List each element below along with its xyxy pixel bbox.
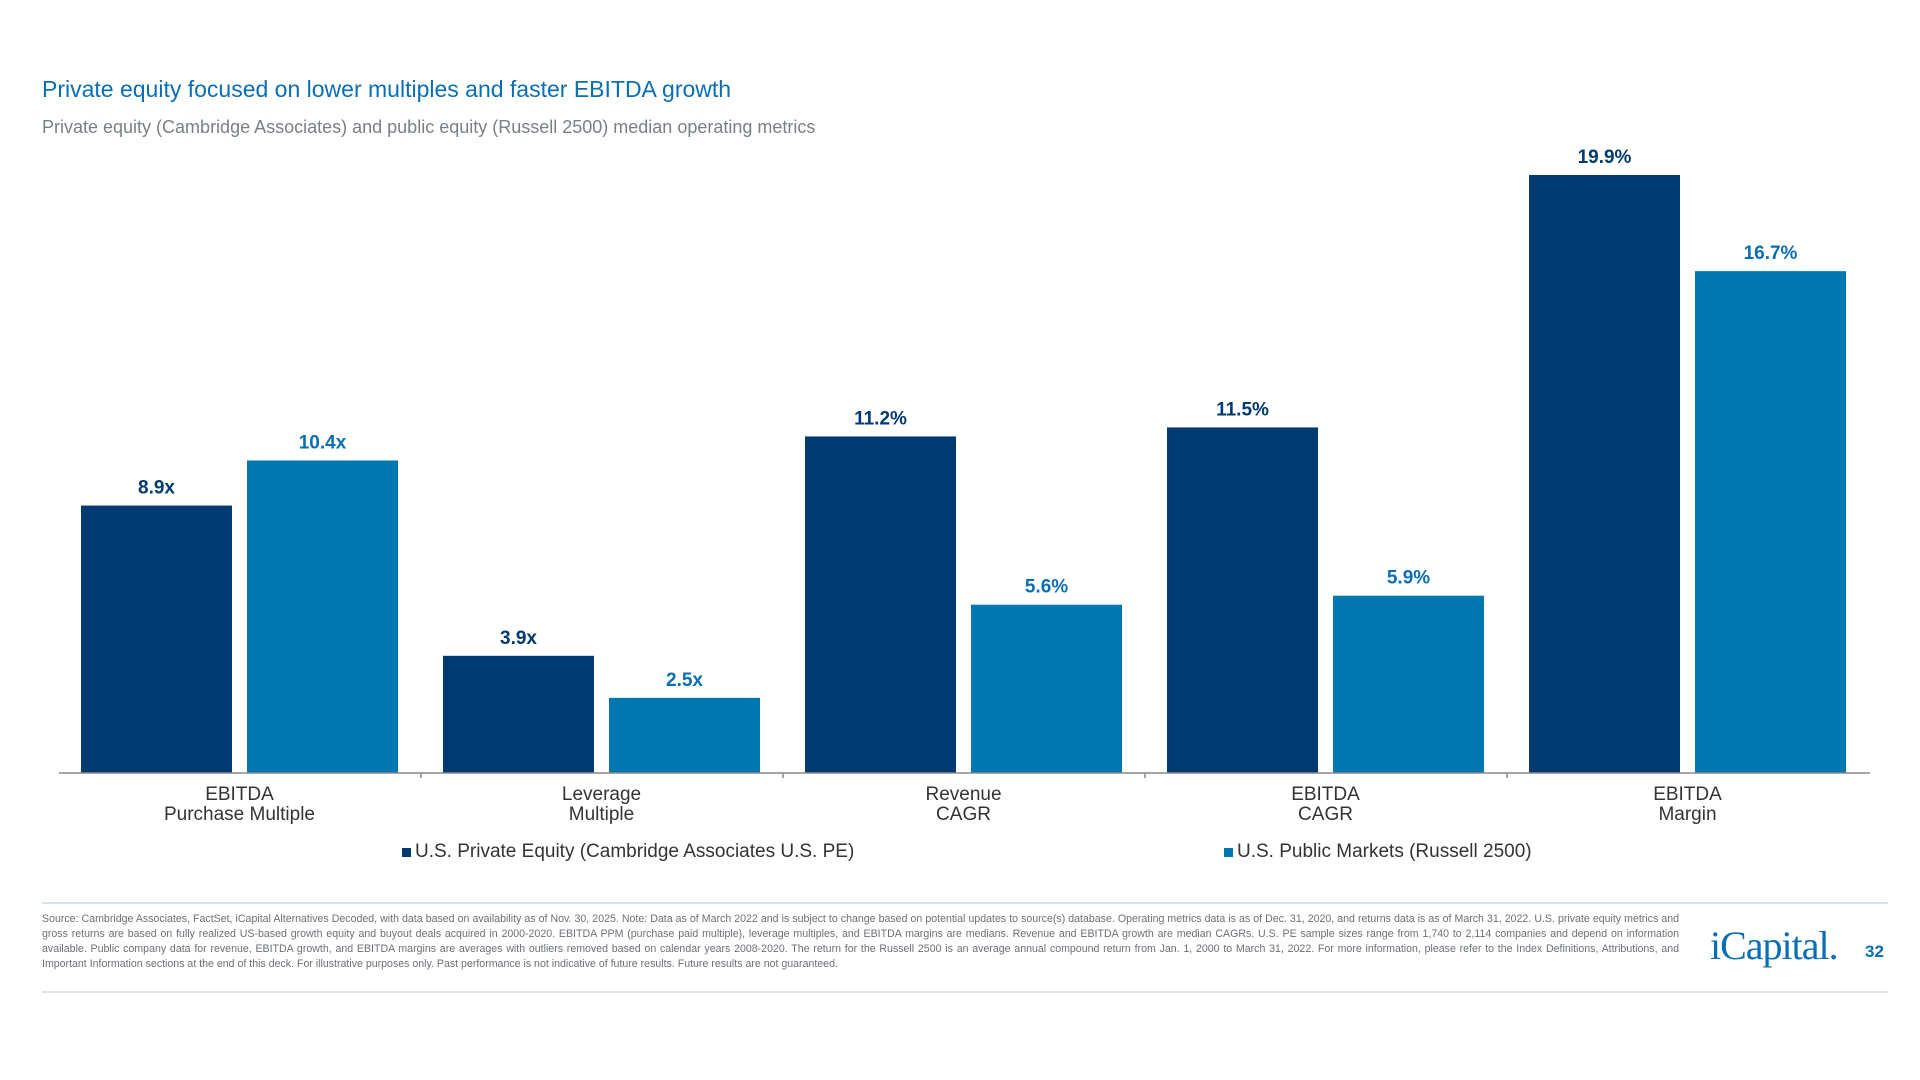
bar xyxy=(1529,175,1680,773)
category-label: EBITDA xyxy=(205,784,274,805)
bar xyxy=(443,655,594,773)
page-title: Private equity focused on lower multiple… xyxy=(42,76,732,102)
bar xyxy=(609,697,760,773)
legend-swatch xyxy=(1224,847,1233,857)
bar xyxy=(805,436,956,773)
data-label: 3.9x xyxy=(500,628,537,649)
page-number: 32 xyxy=(1865,942,1884,961)
divider xyxy=(42,902,1888,904)
legend-item-private-equity: U.S. Private Equity (Cambridge Associate… xyxy=(402,841,854,863)
data-label: 2.5x xyxy=(666,670,703,691)
data-label: 11.5% xyxy=(1216,399,1269,420)
category-label: Revenue xyxy=(925,784,1001,805)
data-label: 19.9% xyxy=(1578,147,1632,168)
data-label: 5.6% xyxy=(1025,577,1068,598)
source-footnote: Source: Cambridge Associates, FactSet, i… xyxy=(42,913,1679,970)
data-label: 10.4x xyxy=(299,432,347,453)
data-label: 16.7% xyxy=(1744,243,1798,264)
data-label: 8.9x xyxy=(138,478,175,499)
legend-label: U.S. Private Equity (Cambridge Associate… xyxy=(415,841,855,862)
bar xyxy=(247,460,398,773)
category-label: Purchase Multiple xyxy=(164,804,315,825)
bar xyxy=(971,604,1122,773)
bar xyxy=(1333,595,1484,773)
legend-item-public-markets: U.S. Public Markets (Russell 2500) xyxy=(1224,841,1532,863)
divider xyxy=(42,991,1888,993)
category-label: Multiple xyxy=(569,804,634,825)
legend-label: U.S. Public Markets (Russell 2500) xyxy=(1237,841,1532,862)
category-label: EBITDA xyxy=(1291,784,1360,805)
page-subtitle: Private equity (Cambridge Associates) an… xyxy=(42,117,816,137)
category-label: CAGR xyxy=(1298,804,1353,825)
bar xyxy=(1167,427,1318,773)
category-label: Leverage xyxy=(562,784,641,805)
category-label: Margin xyxy=(1658,804,1716,825)
data-label: 11.2% xyxy=(854,408,907,429)
bar xyxy=(1695,271,1846,773)
category-label: EBITDA xyxy=(1653,784,1722,805)
category-label: CAGR xyxy=(936,804,991,825)
icapital-logo: iCapital. xyxy=(1710,923,1839,968)
data-label: 5.9% xyxy=(1387,568,1430,589)
legend-swatch xyxy=(402,847,411,857)
bar xyxy=(81,505,232,773)
